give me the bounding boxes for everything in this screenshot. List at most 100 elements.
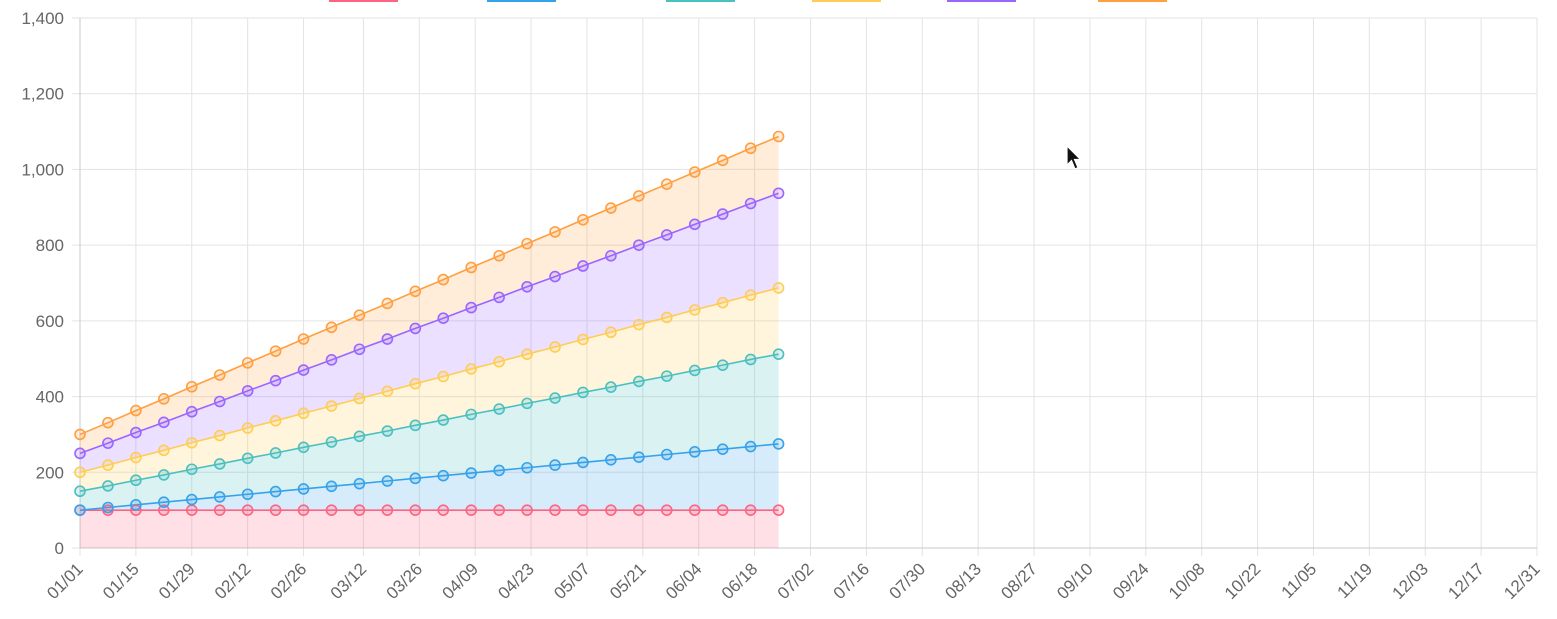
data-point[interactable] [102,459,114,471]
data-point[interactable] [213,429,226,442]
data-point[interactable] [297,441,310,454]
chart-legend[interactable] [329,0,1167,2]
data-point[interactable] [74,504,86,516]
data-point[interactable] [744,289,757,301]
data-point[interactable] [577,504,589,516]
data-point[interactable] [465,467,477,479]
data-point[interactable] [409,419,422,432]
data-point[interactable] [549,341,561,353]
data-point[interactable] [549,270,561,283]
data-point[interactable] [353,430,366,443]
data-point[interactable] [325,436,338,448]
data-point[interactable] [521,504,533,516]
data-point[interactable] [409,504,422,516]
data-point[interactable] [633,239,645,251]
data-point[interactable] [130,404,142,417]
legend-item-2[interactable] [666,0,735,2]
data-point[interactable] [660,370,673,382]
data-point[interactable] [437,312,450,325]
data-point[interactable] [409,285,422,298]
data-point[interactable] [185,463,198,476]
data-point[interactable] [241,488,254,501]
data-point[interactable] [688,304,701,316]
data-point[interactable] [772,348,785,360]
data-point[interactable] [521,397,533,410]
data-point[interactable] [158,393,170,405]
data-point[interactable] [716,443,729,455]
data-point[interactable] [213,458,226,470]
data-point[interactable] [437,414,450,426]
data-point[interactable] [325,354,338,366]
data-point[interactable] [688,504,701,516]
data-point[interactable] [102,501,114,514]
data-point[interactable] [605,202,617,214]
data-point[interactable] [633,451,645,463]
data-point[interactable] [353,309,366,321]
data-point[interactable] [353,504,366,516]
legend-item-1[interactable] [487,0,556,2]
data-point[interactable] [437,504,450,516]
data-point[interactable] [241,504,254,516]
data-point[interactable] [744,197,757,210]
data-point[interactable] [269,504,282,516]
data-point[interactable] [325,504,338,516]
data-point[interactable] [185,436,198,449]
data-point[interactable] [158,469,170,481]
data-point[interactable] [493,291,505,304]
data-point[interactable] [577,386,589,399]
data-point[interactable] [74,485,86,498]
legend-item-3[interactable] [812,0,881,2]
data-point[interactable] [772,504,785,516]
data-point[interactable] [437,469,450,482]
data-point[interactable] [633,318,645,331]
data-point[interactable] [521,237,533,250]
data-point[interactable] [716,208,729,220]
data-point[interactable] [381,475,394,487]
data-point[interactable] [493,464,505,477]
data-point[interactable] [493,403,505,415]
data-point[interactable] [772,282,785,294]
data-point[interactable] [660,504,673,516]
data-point[interactable] [269,447,282,459]
data-point[interactable] [102,416,114,429]
data-point[interactable] [353,343,366,356]
data-point[interactable] [577,456,589,469]
data-point[interactable] [493,355,505,368]
data-point[interactable] [325,400,338,412]
data-point[interactable] [605,249,617,262]
data-point[interactable] [688,166,701,178]
data-point[interactable] [158,504,170,516]
data-point[interactable] [577,213,589,226]
data-point[interactable] [130,499,142,511]
data-point[interactable] [297,483,310,495]
data-point[interactable] [772,438,785,450]
data-point[interactable] [381,425,394,437]
data-point[interactable] [772,187,785,200]
data-point[interactable] [158,444,170,457]
data-point[interactable] [269,374,282,387]
data-point[interactable] [74,447,86,460]
data-point[interactable] [716,359,729,371]
data-point[interactable] [102,437,114,449]
data-point[interactable] [241,385,254,397]
data-point[interactable] [297,364,310,376]
data-point[interactable] [130,426,142,439]
data-point[interactable] [577,260,589,272]
data-point[interactable] [521,348,533,360]
data-point[interactable] [633,504,645,516]
data-point[interactable] [716,154,729,167]
data-point[interactable] [381,385,394,398]
data-point[interactable] [660,229,673,241]
data-point[interactable] [660,311,673,324]
data-point[interactable] [185,405,198,418]
data-point[interactable] [744,440,757,453]
data-point[interactable] [660,448,673,461]
data-point[interactable] [381,504,394,516]
data-point[interactable] [772,130,785,143]
data-point[interactable] [605,453,617,466]
data-point[interactable] [465,408,477,421]
data-point[interactable] [130,451,142,464]
data-point[interactable] [633,375,645,388]
data-point[interactable] [158,496,170,508]
data-point[interactable] [269,345,282,357]
